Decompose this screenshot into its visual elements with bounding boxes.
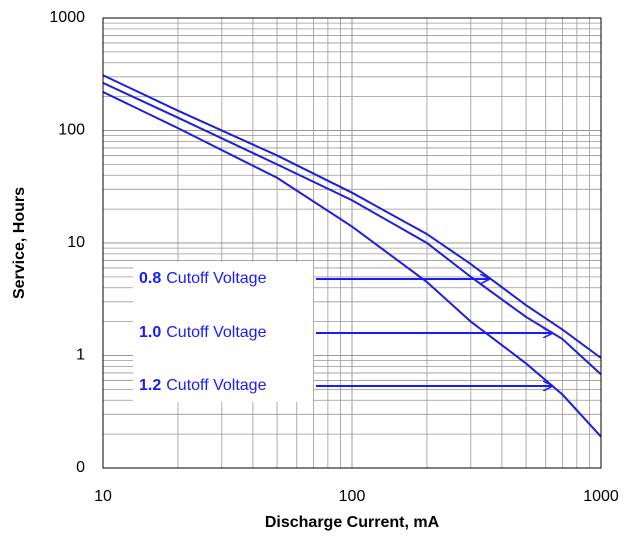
series-note: Cutoff Voltage [166,377,266,394]
x-tick-label: 100 [339,488,366,505]
series-note: Cutoff Voltage [166,324,266,341]
y-tick-label: 1000 [49,9,85,26]
series-name: 0.8 [139,270,161,287]
y-tick-label: 100 [58,122,85,139]
y-tick-label: 0 [76,459,85,476]
x-tick-label: 1000 [583,488,619,505]
series-note: Cutoff Voltage [166,270,266,287]
label-box [133,262,313,402]
y-tick-label: 10 [67,234,85,251]
x-axis-label: Discharge Current, mA [265,514,440,531]
y-tick-label: 1 [76,347,85,364]
series-label: 1.0 Cutoff Voltage [139,324,267,341]
series-name: 1.2 [139,377,161,394]
x-tick-label: 10 [94,488,112,505]
series-label: 1.2 Cutoff Voltage [139,377,267,394]
y-axis-label: Service, Hours [11,187,28,299]
plot-frame [102,17,602,469]
series-line [102,74,602,359]
series-label: 0.8 Cutoff Voltage [139,270,267,287]
series-name: 1.0 [139,324,161,341]
